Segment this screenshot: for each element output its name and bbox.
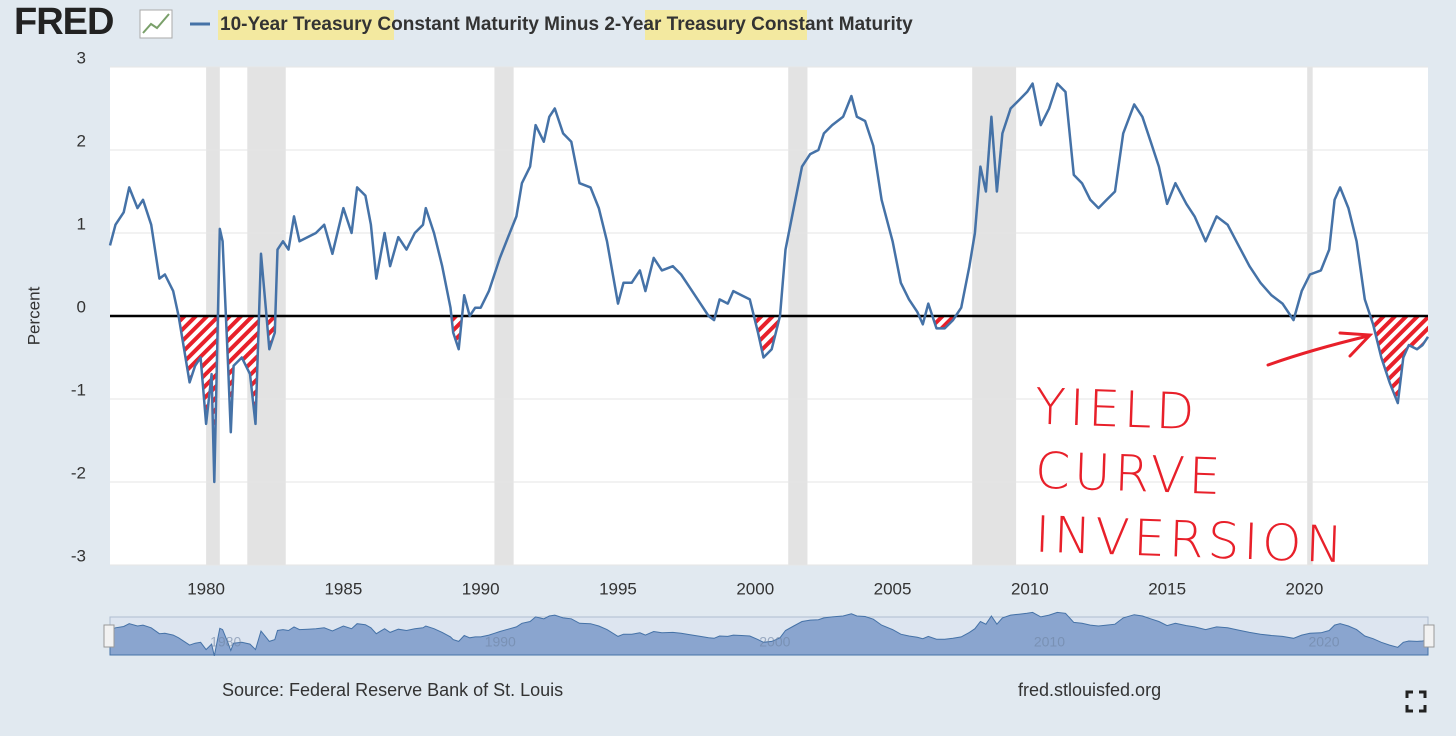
series-line xyxy=(108,82,1430,484)
legend-label: 10-Year Treasury Constant Maturity Minus… xyxy=(220,14,913,35)
navigator-tick-label: 1990 xyxy=(485,634,516,650)
x-tick-label: 2000 xyxy=(736,579,774,598)
y-tick-label: 0 xyxy=(77,297,86,316)
y-tick-label: 3 xyxy=(77,48,86,67)
annotation: CURVE xyxy=(1034,442,1225,507)
navigator-tick-label: 1980 xyxy=(210,634,241,650)
annotation: INVERSION xyxy=(1034,506,1348,575)
y-axis-label: Percent xyxy=(24,286,43,345)
y-tick-label: -1 xyxy=(71,380,86,399)
source: Source: Federal Reserve Bank of St. Loui… xyxy=(222,680,563,700)
y-tick-label: -2 xyxy=(71,463,86,482)
x-tick-label: 1980 xyxy=(187,579,225,598)
annotation: YIELD xyxy=(1034,378,1199,442)
navigator-tick-label: 2000 xyxy=(759,634,790,650)
x-tick-label: 1985 xyxy=(324,579,362,598)
logo-icon xyxy=(139,9,173,39)
y-tick-label: 2 xyxy=(77,131,86,150)
x-tick-label: 2020 xyxy=(1286,579,1324,598)
fullscreen-button[interactable] xyxy=(1405,690,1427,713)
navigator-area xyxy=(109,611,1429,657)
site-url: fred.stlouisfed.org xyxy=(1018,680,1161,700)
navigator-handle[interactable] xyxy=(103,624,1435,648)
x-tick-label: 2015 xyxy=(1148,579,1186,598)
y-tick-label: 1 xyxy=(77,214,86,233)
x-tick-label: 1995 xyxy=(599,579,637,598)
x-tick-label: 2010 xyxy=(1011,579,1049,598)
arrow xyxy=(1266,331,1374,367)
logo: FRED xyxy=(14,1,113,43)
navigator-tick-label: 2020 xyxy=(1308,634,1339,650)
x-tick-label: 2005 xyxy=(874,579,912,598)
highlight xyxy=(645,10,807,40)
navigator-tick-label: 2010 xyxy=(1034,634,1065,650)
inversion-area xyxy=(110,316,1428,482)
highlight xyxy=(218,10,394,40)
x-tick-label: 1990 xyxy=(462,579,500,598)
y-tick-label: -3 xyxy=(71,546,86,565)
